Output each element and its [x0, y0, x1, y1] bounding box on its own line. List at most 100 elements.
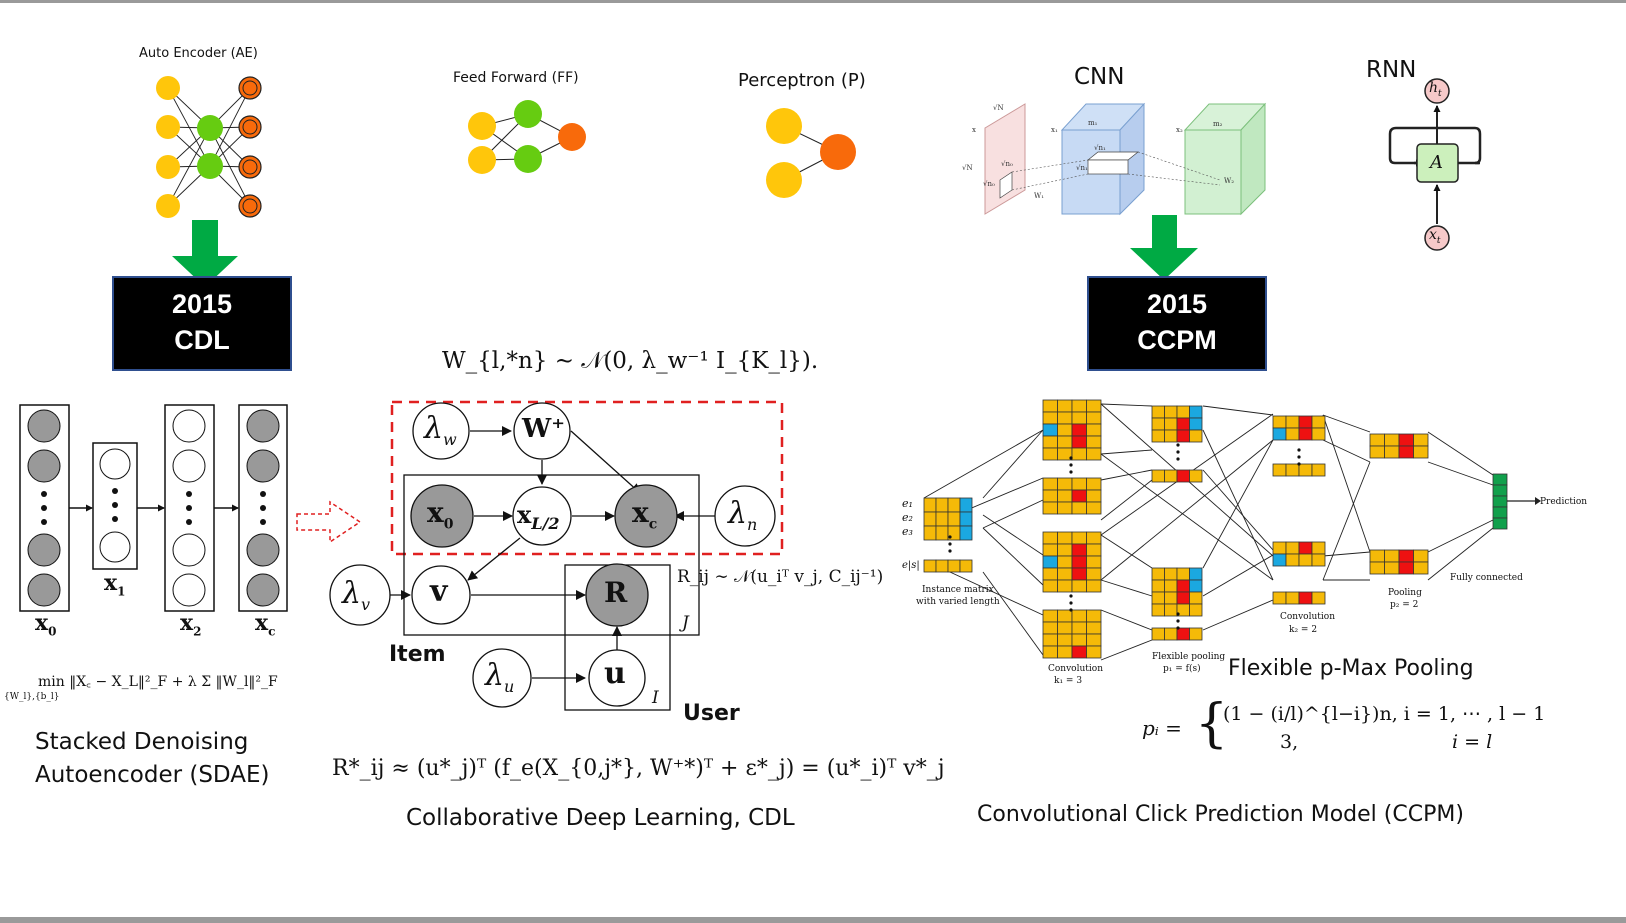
svg-text:x: x — [972, 126, 976, 134]
sdae-xc-sub: c — [268, 624, 276, 639]
rnn-h-label: ht — [1429, 80, 1442, 99]
ccpm-pool-1: Pooling — [1388, 588, 1422, 598]
rnn-title: RNN — [1366, 57, 1417, 83]
sdae-x0-sub: 0 — [48, 624, 57, 639]
cdl-rij: R_ij ∼ 𝒩(u_iᵀ v_j, C_ij⁻¹) — [677, 567, 884, 587]
ccpm-flex-1: Flexible pooling — [1152, 652, 1226, 662]
ccpm-conv2-1: Convolution — [1280, 612, 1335, 622]
cdl-lambda-n: λn — [728, 496, 757, 534]
ccpm-flex-title: Flexible p-Max Pooling — [1228, 656, 1474, 681]
cdl-user-label: User — [683, 701, 740, 726]
ccpm-pi-case1: (1 − (i/l)^{l−i})n, i = 1, ⋯ , l − 1 — [1223, 703, 1546, 725]
ccpm-conv1-map — [1042, 477, 1102, 515]
ccpm-box-year: 2015 — [1146, 289, 1208, 319]
ff-input-node — [468, 112, 496, 140]
cdl-lambda-v-sub: v — [361, 595, 371, 614]
prediction-arrowhead — [1535, 497, 1541, 505]
ae-title: Auto Encoder (AE) — [139, 46, 258, 61]
sdae-x2-text: x — [180, 610, 194, 636]
svg-text:W₂: W₂ — [1224, 177, 1234, 185]
ff-hidden-node — [514, 145, 542, 173]
ae-to-cdl-arrow — [172, 220, 238, 287]
svg-text:x₁: x₁ — [1051, 126, 1058, 134]
ccpm-flex-pool — [1151, 405, 1203, 443]
cdl-x0-sub: 0 — [443, 516, 454, 533]
ccpm-es: e|s| — [902, 560, 920, 571]
cdl-caption: Collaborative Deep Learning, CDL — [406, 805, 795, 831]
ae-input-node — [156, 76, 180, 100]
cdl-xl2-sub: L/2 — [531, 513, 560, 533]
cdl-box: 2015 CDL — [112, 276, 292, 371]
ccpm-conv1-map — [1042, 609, 1102, 659]
cdl-x0: x0 — [427, 496, 453, 533]
sdae-x0-text: x — [35, 610, 49, 636]
ccpm-box: 2015 CCPM — [1087, 276, 1267, 371]
cdl-xc: xc — [632, 496, 657, 533]
cnn-illustration: √N x √N √n₀ √n₀ W₁ x₁ m₁ √n₁ √n₁ x₂ m₂ W₂ — [962, 102, 1267, 216]
ccpm-instance-2: with varied length — [916, 597, 1000, 607]
cdl-lambda-n-sub: n — [747, 515, 758, 534]
cdl-r: R — [604, 576, 628, 609]
cdl-xl2-text: x — [517, 500, 532, 529]
top-border — [0, 0, 1626, 3]
ccpm-conv1-2: k₁ = 3 — [1054, 676, 1083, 686]
ccpm-conv2-map — [1272, 463, 1326, 477]
cdl-w-plus: W⁺ — [522, 414, 565, 444]
cdl-prior: W_{l,*n} ∼ 𝒩(0, λ_w⁻¹ I_{K_l}). — [442, 348, 819, 374]
cnn-to-ccpm-arrow — [1130, 215, 1198, 280]
ae-input-node — [156, 194, 180, 218]
cdl-graphical-model — [329, 400, 784, 711]
ccpm-e3: e₃ — [902, 525, 913, 538]
ae-hidden-node — [197, 153, 223, 179]
svg-text:√n₁: √n₁ — [1076, 164, 1088, 172]
cdl-xc-text: x — [632, 496, 649, 529]
cdl-lambda-u: λu — [485, 658, 514, 696]
ccpm-pool-2: p₂ = 2 — [1390, 600, 1419, 610]
ccpm-pi-case2-cond: i = l — [1452, 731, 1493, 753]
ff-hidden-node — [514, 100, 542, 128]
ccpm-conv1-1: Convolution — [1048, 664, 1103, 674]
cdl-lambda-w-text: λ — [424, 411, 444, 446]
cdl-xc-sub: c — [648, 516, 658, 533]
cdl-x0-text: x — [427, 496, 444, 529]
cdl-u: u — [604, 656, 626, 691]
svg-text:x₂: x₂ — [1176, 126, 1183, 134]
sdae-to-cdl-arrow — [296, 500, 362, 544]
sdae-xc: xc — [255, 610, 275, 638]
rnn-cell — [1388, 78, 1482, 251]
ae-hidden-node — [197, 115, 223, 141]
ae-output-nodes — [238, 76, 262, 218]
ccpm-conv1-map — [1042, 399, 1102, 461]
rnn-x-sub: t — [1436, 235, 1441, 246]
perceptron-input-node — [766, 162, 802, 198]
cdl-lambda-u-sub: u — [504, 677, 515, 696]
ccpm-instance-matrix — [923, 497, 973, 541]
sdae-x1-text: x — [104, 570, 118, 596]
ccpm-flex-pool — [1151, 469, 1203, 483]
ccpm-box-name: CCPM — [1137, 325, 1217, 355]
ccpm-pi-brace: { — [1195, 694, 1229, 754]
sdae-xc-text: x — [255, 610, 269, 636]
sdae-formula-sub: {W_l},{b_l} — [4, 692, 60, 702]
svg-text:√n₀: √n₀ — [1001, 160, 1013, 168]
rnn-h-sub: t — [1438, 88, 1442, 99]
svg-text:√N: √N — [993, 104, 1004, 112]
cdl-approx: R*_ij ≈ (u*_j)ᵀ (f_e(X_{0,j*}, W⁺*)ᵀ + ε… — [332, 756, 945, 781]
ccpm-conv2-2: k₂ = 2 — [1289, 625, 1318, 635]
ccpm-instance-1: Instance matrix — [922, 585, 994, 595]
ccpm-flex-pool — [1151, 627, 1203, 641]
autoencoder-graph — [167, 87, 251, 207]
perceptron-title: Perceptron (P) — [738, 70, 866, 91]
cdl-lambda-v-text: λ — [342, 576, 362, 611]
sdae-caption-line2: Autoencoder (SDAE) — [35, 762, 270, 788]
ccpm-pi-lhs: pᵢ = — [1142, 716, 1182, 740]
cdl-item-label: Item — [389, 642, 446, 667]
svg-text:√n₀: √n₀ — [983, 180, 995, 188]
rnn-x-text: x — [1429, 227, 1437, 243]
ff-output-node — [558, 123, 586, 151]
cdl-lambda-n-text: λ — [728, 496, 748, 531]
sdae-x1: x1 — [104, 570, 125, 598]
svg-text:m₂: m₂ — [1213, 120, 1223, 128]
svg-text:m₁: m₁ — [1088, 119, 1098, 127]
